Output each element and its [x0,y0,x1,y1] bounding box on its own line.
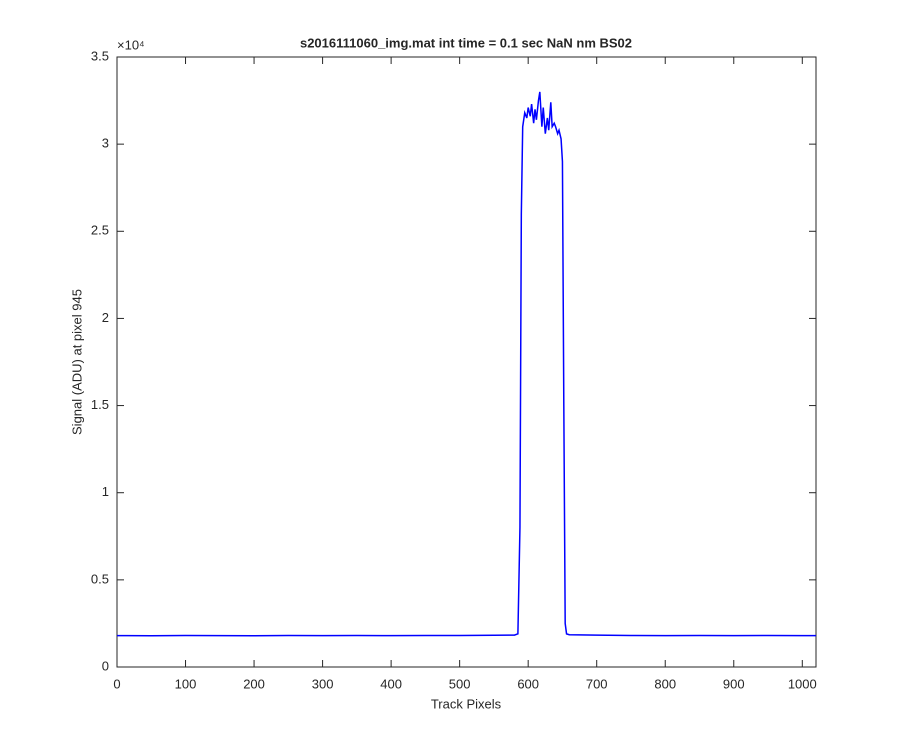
y-tick-label: 1 [102,484,109,499]
x-tick-label: 700 [586,676,608,691]
x-tick-label: 100 [175,676,197,691]
x-axis-label: Track Pixels [431,696,502,711]
x-tick-label: 400 [380,676,402,691]
x-tick-label: 300 [312,676,334,691]
y-tick-label: 2 [102,310,109,325]
y-tick-label: 2.5 [91,223,109,238]
x-tick-label: 800 [654,676,676,691]
x-tick-label: 1000 [788,676,817,691]
y-axis-label: Signal (ADU) at pixel 945 [69,289,84,435]
data-line [116,91,816,637]
chart-title: s2016111060_img.mat int time = 0.1 sec N… [300,35,632,50]
y-tick-label: 3 [102,136,109,151]
plot-frame [116,56,817,668]
x-tick-label: 200 [243,676,265,691]
x-tick-label: 900 [723,676,745,691]
y-tick-label: 3.5 [91,48,109,63]
x-tick-label: 600 [517,676,539,691]
y-tick-label: 1.5 [91,397,109,412]
y-tick-label: 0 [102,658,109,673]
y-tick-label: 0.5 [91,571,109,586]
x-tick-label: 0 [113,676,120,691]
x-tick-label: 500 [449,676,471,691]
y-exponent: ×10⁴ [117,37,145,52]
